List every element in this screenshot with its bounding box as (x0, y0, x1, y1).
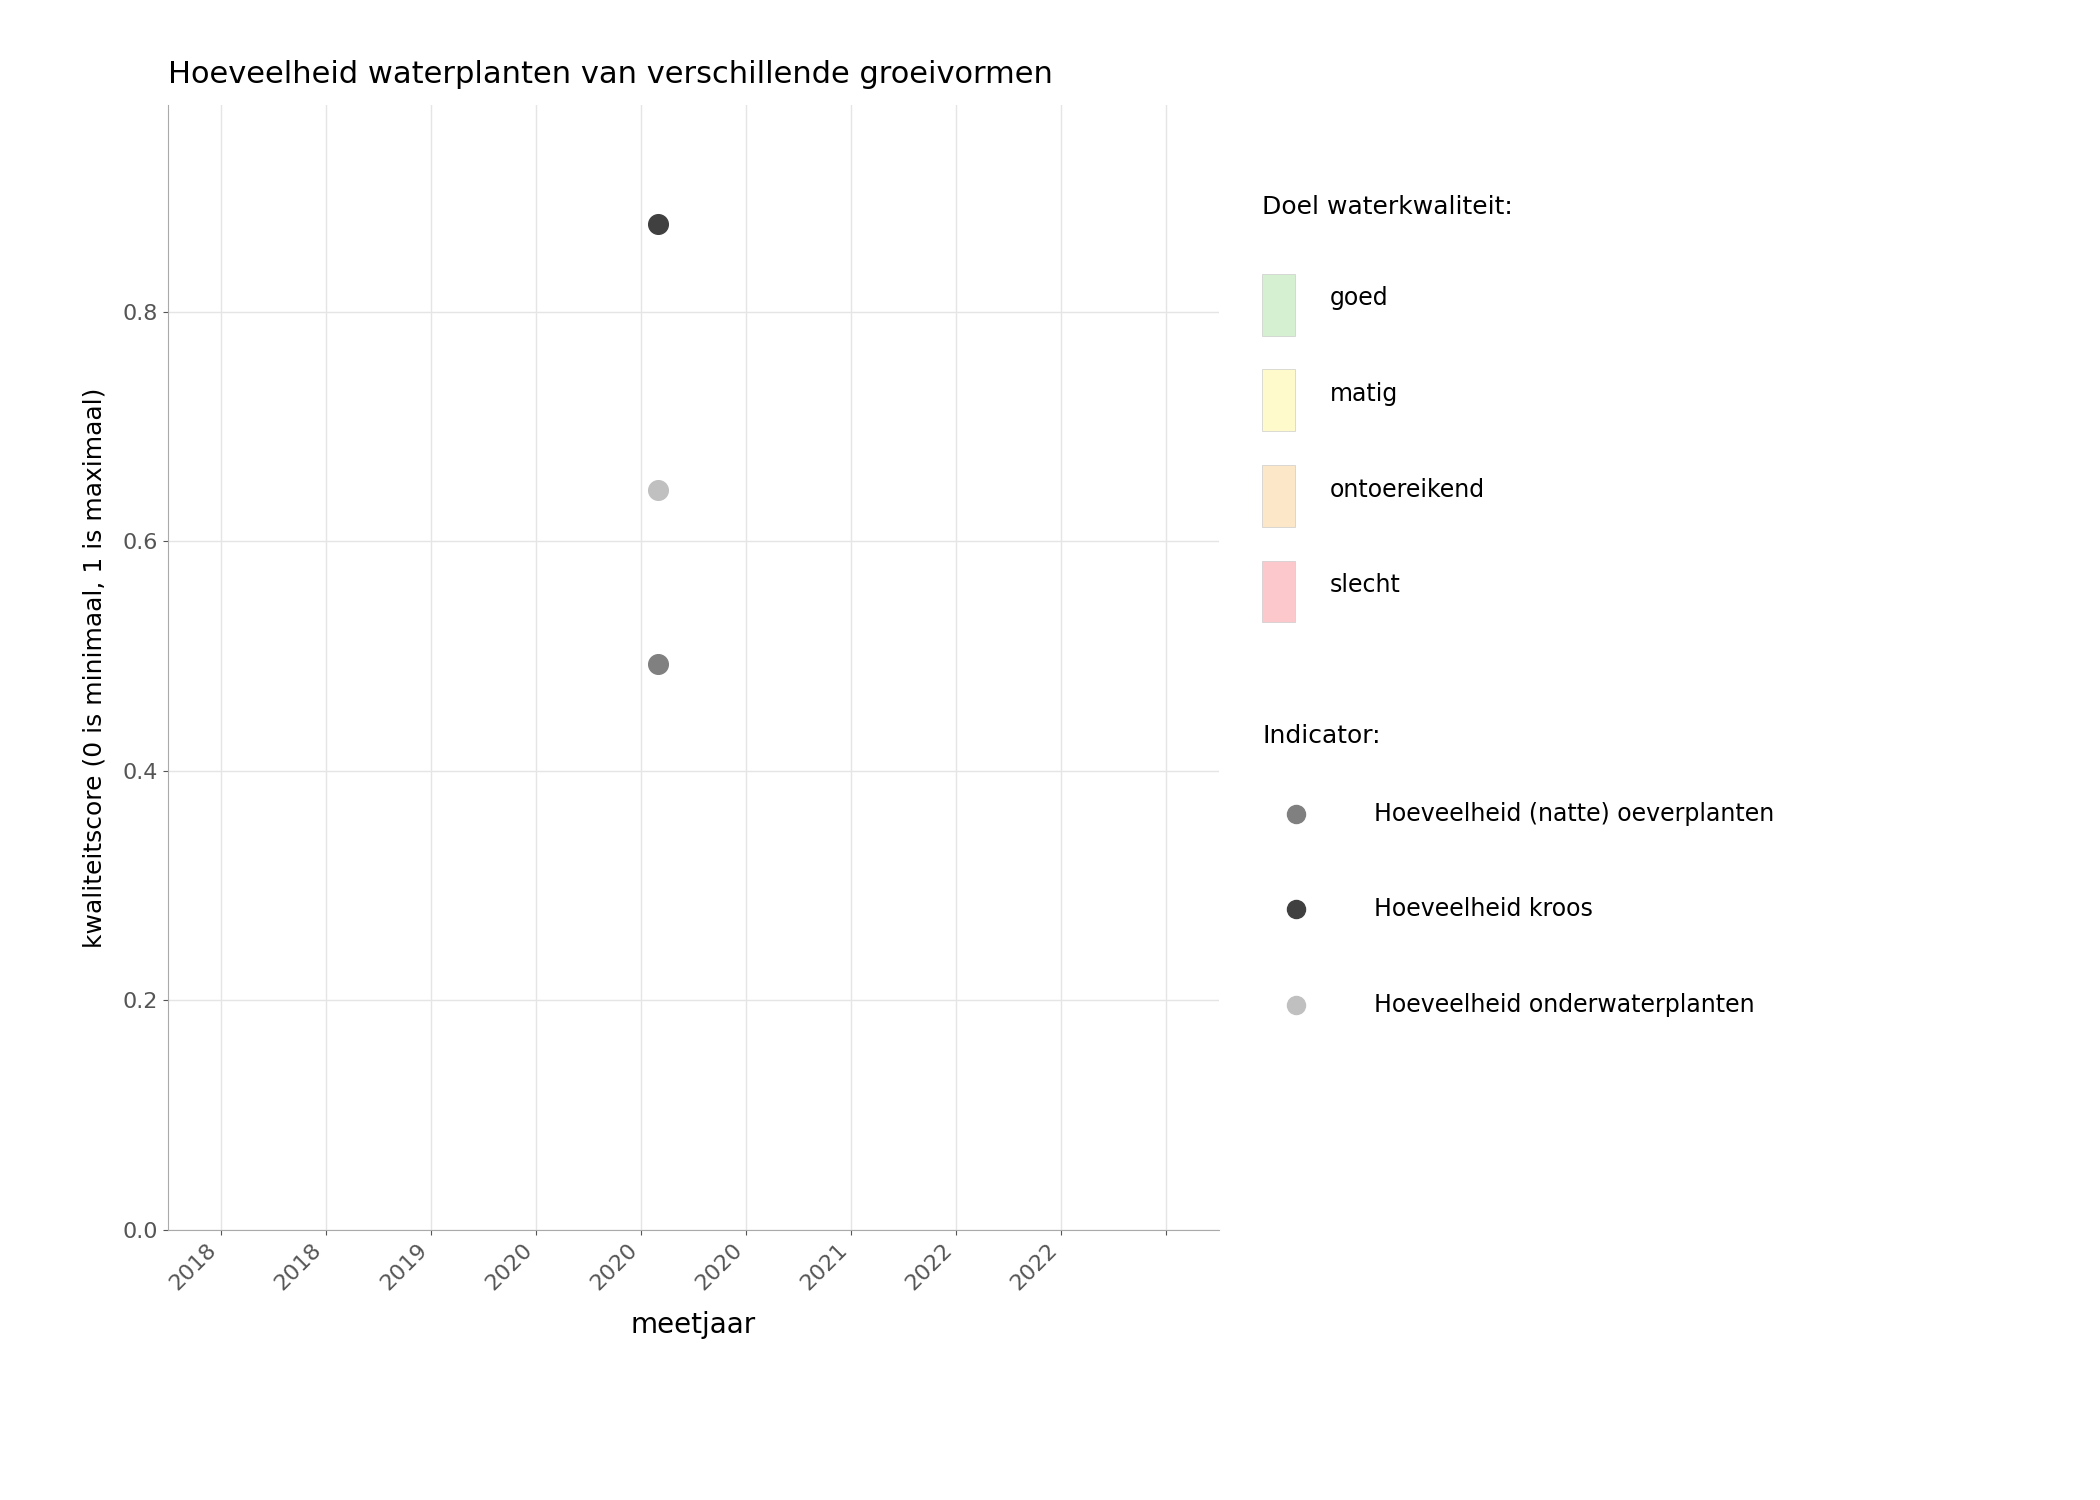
Text: Hoeveelheid waterplanten van verschillende groeivormen: Hoeveelheid waterplanten van verschillen… (168, 60, 1052, 88)
Point (640, 652, 674, 676)
Text: Hoeveelheid onderwaterplanten: Hoeveelheid onderwaterplanten (1373, 993, 1754, 1017)
Point (640, 477, 674, 501)
Y-axis label: kwaliteitscore (0 is minimaal, 1 is maximaal): kwaliteitscore (0 is minimaal, 1 is maxi… (82, 387, 107, 948)
X-axis label: meetjaar: meetjaar (630, 1311, 756, 1338)
Text: Doel waterkwaliteit:: Doel waterkwaliteit: (1262, 195, 1512, 219)
Text: Hoeveelheid (natte) oeverplanten: Hoeveelheid (natte) oeverplanten (1373, 801, 1774, 825)
FancyBboxPatch shape (1262, 465, 1296, 526)
Text: matig: matig (1329, 382, 1399, 406)
FancyBboxPatch shape (1262, 273, 1296, 336)
Text: Hoeveelheid kroos: Hoeveelheid kroos (1373, 897, 1592, 921)
Point (640, 213, 674, 237)
FancyBboxPatch shape (1262, 369, 1296, 430)
Text: goed: goed (1329, 286, 1388, 310)
FancyBboxPatch shape (1262, 561, 1296, 622)
Text: ontoereikend: ontoereikend (1329, 477, 1485, 501)
Text: Indicator:: Indicator: (1262, 723, 1380, 747)
Text: slecht: slecht (1329, 573, 1401, 597)
